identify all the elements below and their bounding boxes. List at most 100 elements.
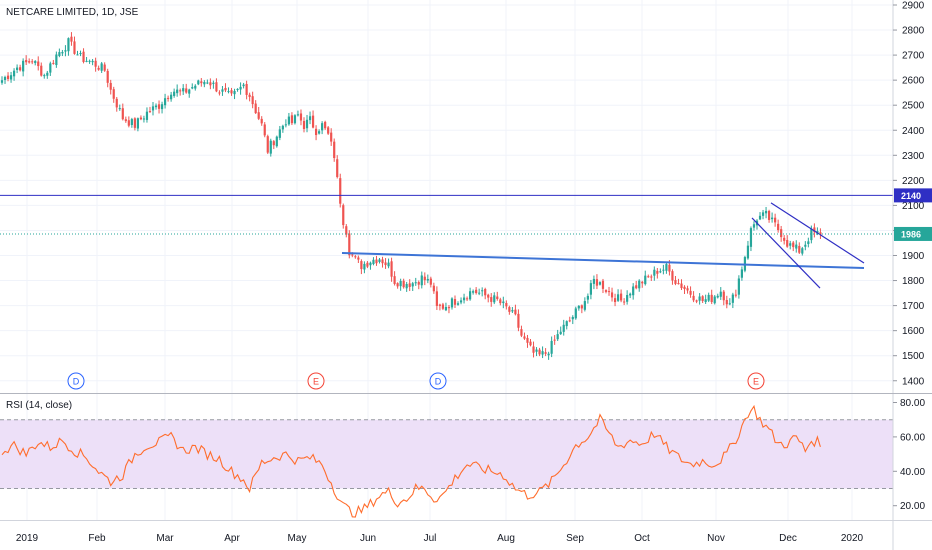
- candle-body: [287, 116, 290, 125]
- candle-body: [103, 64, 106, 71]
- candle-body: [251, 96, 254, 105]
- candle-body: [411, 283, 414, 287]
- candle-body: [801, 248, 804, 254]
- candle-body: [106, 70, 109, 83]
- candle-body: [263, 124, 266, 136]
- candle-body: [308, 116, 312, 121]
- candle-body: [121, 108, 124, 120]
- candle-body: [465, 298, 469, 300]
- x-tick-label: Sep: [566, 533, 584, 544]
- candle-body: [595, 279, 599, 286]
- candle-body: [577, 305, 580, 309]
- candle-body: [133, 118, 136, 128]
- candle-body: [333, 141, 336, 159]
- candle-body: [314, 128, 318, 136]
- event-circle: [67, 372, 85, 390]
- candle-body: [52, 62, 55, 64]
- candle-body: [233, 90, 236, 95]
- candle-body: [650, 276, 653, 278]
- candle-body: [173, 91, 176, 96]
- candle-body: [197, 80, 200, 85]
- candle-body: [393, 276, 396, 284]
- candle-body: [9, 75, 13, 80]
- candle-body: [819, 232, 822, 235]
- candle-body: [698, 296, 701, 301]
- rsi-band: [0, 419, 893, 489]
- candle-body: [462, 297, 466, 301]
- candle-body: [571, 317, 574, 320]
- candle-body: [227, 91, 230, 93]
- candle-body: [151, 106, 155, 111]
- candle-body: [206, 82, 209, 84]
- candle-body: [31, 61, 34, 63]
- rsi-tick-label: 80.00: [900, 398, 925, 409]
- candle-body: [746, 245, 750, 259]
- candle-body: [686, 288, 689, 291]
- y-tick-label: 2600: [902, 76, 925, 87]
- candle-body: [281, 125, 284, 130]
- candle-body: [683, 286, 686, 290]
- candle-body: [142, 118, 146, 120]
- candle-body: [665, 264, 668, 271]
- rsi-line: [1, 404, 821, 518]
- candle-body: [728, 303, 731, 305]
- candle-body: [375, 259, 378, 264]
- candle-body: [324, 121, 327, 129]
- candle-body: [713, 296, 716, 304]
- candle-body: [0, 80, 4, 83]
- candle-body: [136, 118, 139, 129]
- rsi-tick-label: 20.00: [900, 501, 925, 512]
- candle-body: [749, 228, 753, 247]
- candle-body: [82, 51, 85, 62]
- candle-body: [623, 301, 626, 303]
- candle-body: [64, 50, 67, 52]
- candle-body: [659, 271, 662, 273]
- candle-body: [511, 310, 514, 312]
- candle-body: [311, 115, 315, 128]
- candle-body: [369, 262, 372, 266]
- candle-body: [550, 340, 553, 354]
- candle-body: [807, 241, 810, 245]
- candle-body: [526, 337, 529, 343]
- candle-body: [583, 301, 586, 310]
- candle-body: [544, 352, 547, 354]
- candle-body: [115, 98, 118, 108]
- candle-body: [357, 257, 360, 260]
- candle-body: [118, 108, 121, 110]
- candle-body: [248, 94, 251, 97]
- candle-body: [580, 305, 583, 309]
- candle-body: [547, 353, 550, 356]
- rsi-band-fill: [0, 419, 893, 489]
- candle-body: [429, 278, 432, 285]
- candle-body: [260, 118, 263, 124]
- candle-body: [239, 86, 242, 90]
- candle-body: [589, 283, 592, 295]
- candle-body: [157, 104, 161, 109]
- candle-body: [221, 89, 224, 92]
- candle-body: [707, 294, 710, 301]
- candle-body: [626, 295, 629, 302]
- candle-body: [127, 120, 130, 126]
- event-letter: D: [73, 377, 80, 387]
- candle-body: [79, 53, 82, 55]
- x-tick-label: Mar: [156, 533, 174, 544]
- candle-body: [40, 65, 43, 76]
- candle-body: [242, 84, 245, 87]
- candle-body: [22, 60, 25, 72]
- candle-body: [798, 245, 801, 253]
- candle-body: [185, 88, 188, 93]
- y-tick-label: 1700: [902, 301, 925, 312]
- candle-body: [112, 89, 115, 99]
- candle-body: [305, 119, 309, 129]
- event-circle: [429, 372, 447, 390]
- candle-body: [402, 280, 405, 288]
- candle-body: [610, 292, 614, 298]
- candle-body: [701, 296, 704, 302]
- candle-body: [167, 97, 170, 99]
- candle-body: [73, 41, 76, 54]
- candle-body: [568, 320, 571, 322]
- candle-body: [296, 114, 300, 116]
- event-marker: D: [429, 372, 447, 390]
- x-tick-label: 2020: [841, 533, 864, 544]
- candle-body: [607, 291, 611, 293]
